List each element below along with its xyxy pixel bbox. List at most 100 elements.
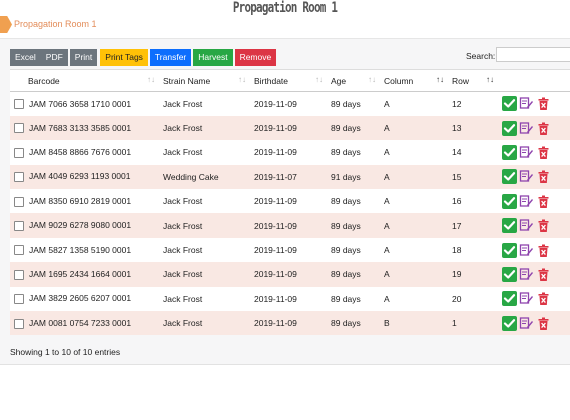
sort-arrows-icon[interactable]: ↑↓ xyxy=(486,75,494,84)
breadcrumb[interactable]: Propagation Room 1 xyxy=(14,19,97,29)
edit-icon[interactable] xyxy=(519,194,534,209)
trash-icon[interactable] xyxy=(536,169,551,184)
table-panel: Excel PDF Print Print Tags Transfer Harv… xyxy=(0,38,570,365)
cell-birthdate: 2019-11-07 xyxy=(252,164,329,190)
table-row[interactable]: JAM 5827 1358 5190 0001 Jack Frost 2019-11… xyxy=(10,238,570,262)
excel-button[interactable]: Excel xyxy=(10,49,41,66)
cell-birthdate: 2019-11-09 xyxy=(252,311,329,336)
table-row[interactable]: JAM 7066 3658 1710 0001 Jack Frost 2019-11… xyxy=(10,92,570,116)
trash-icon[interactable] xyxy=(536,96,551,111)
row-checkbox[interactable] xyxy=(14,172,24,183)
row-checkbox[interactable] xyxy=(14,196,24,207)
sort-arrows-icon[interactable]: ↑↓ xyxy=(315,75,323,84)
cell-actions xyxy=(500,92,570,116)
edit-icon[interactable] xyxy=(519,316,534,331)
sort-arrows-icon[interactable]: ↑↓ xyxy=(436,75,444,84)
cell-birthdate: 2019-11-09 xyxy=(254,98,297,109)
row-checkbox[interactable] xyxy=(14,294,24,305)
check-icon[interactable] xyxy=(502,242,517,258)
row-checkbox[interactable] xyxy=(14,147,24,158)
table-row[interactable]: JAM 3829 2605 6207 0001 Jack Frost 2019-11… xyxy=(10,287,570,311)
row-checkbox[interactable] xyxy=(14,123,24,134)
cell-strain: Jack Frost xyxy=(161,115,252,141)
cell-strain: Jack Frost xyxy=(163,147,203,158)
remove-button[interactable]: Remove xyxy=(234,49,277,66)
trash-icon[interactable] xyxy=(536,218,551,233)
check-icon[interactable] xyxy=(502,96,517,112)
trash-icon[interactable] xyxy=(536,267,551,282)
cell-actions xyxy=(500,311,570,336)
cell-age: 91 days xyxy=(329,164,382,190)
harvest-button[interactable]: Harvest xyxy=(193,49,233,66)
row-checkbox[interactable] xyxy=(14,269,24,280)
cell-strain: Jack Frost xyxy=(163,245,203,256)
check-icon[interactable] xyxy=(502,315,517,331)
edit-icon[interactable] xyxy=(519,169,534,184)
cell-barcode: JAM 0081 0754 7233 0001 xyxy=(10,311,161,336)
check-icon[interactable] xyxy=(502,169,517,185)
transfer-button[interactable]: Transfer xyxy=(149,49,192,66)
check-icon[interactable] xyxy=(502,218,517,234)
table-row[interactable]: JAM 8350 6910 2819 0001 Jack Frost 2019-11… xyxy=(10,189,570,213)
check-icon[interactable] xyxy=(502,266,517,282)
cell-actions xyxy=(500,238,570,262)
page-title: Propagation Room 1 xyxy=(232,0,338,16)
trash-icon[interactable] xyxy=(536,291,551,306)
sort-arrows-icon[interactable]: ↑↓ xyxy=(147,75,155,84)
column-header-age[interactable]: Age ↑↓ xyxy=(329,69,382,92)
sort-arrows-icon[interactable]: ↑↓ xyxy=(238,75,246,84)
print-button[interactable]: Print xyxy=(69,49,98,66)
column-header-strain-name[interactable]: Strain Name ↑↓ xyxy=(161,69,252,92)
sort-arrows-icon[interactable]: ↑↓ xyxy=(368,75,376,84)
cell-barcode: JAM 5827 1358 5190 0001 xyxy=(10,238,161,262)
row-actions xyxy=(502,169,570,185)
print-tags-button[interactable]: Print Tags xyxy=(100,49,148,66)
cell-column: A xyxy=(382,213,450,238)
table-row[interactable]: JAM 8458 8866 7676 0001 Jack Frost 2019-11… xyxy=(10,140,570,164)
check-icon[interactable] xyxy=(502,120,517,136)
table-row[interactable]: JAM 1695 2434 1664 0001 Jack Frost 2019-11… xyxy=(10,262,570,287)
trash-icon[interactable] xyxy=(536,194,551,209)
cell-actions xyxy=(500,287,570,311)
check-icon[interactable] xyxy=(502,144,517,160)
row-checkbox[interactable] xyxy=(14,245,24,256)
row-checkbox[interactable] xyxy=(14,318,24,329)
cell-row: 18 xyxy=(452,245,462,256)
edit-icon[interactable] xyxy=(519,121,534,136)
cell-row: 12 xyxy=(452,98,462,109)
edit-icon[interactable] xyxy=(519,291,534,306)
row-checkbox[interactable] xyxy=(14,99,24,110)
row-checkbox[interactable] xyxy=(14,221,24,232)
trash-icon[interactable] xyxy=(536,145,551,160)
trash-icon[interactable] xyxy=(536,121,551,136)
barcode-text: JAM 0081 0754 7233 0001 xyxy=(29,317,132,328)
edit-icon[interactable] xyxy=(519,267,534,282)
trash-icon[interactable] xyxy=(536,316,551,331)
pdf-button[interactable]: PDF xyxy=(40,49,68,66)
column-header-barcode[interactable]: Barcode ↑↓ xyxy=(10,69,161,92)
cell-barcode: JAM 9029 6278 9080 0001 xyxy=(10,213,161,238)
cell-column: A xyxy=(382,115,450,141)
table-row[interactable]: JAM 4049 6293 1193 0001 Wedding Cake 2019-… xyxy=(10,164,570,190)
cell-birthdate: 2019-11-09 xyxy=(254,196,297,207)
cell-birthdate: 2019-11-09 xyxy=(252,115,329,141)
column-header-column[interactable]: Column ↑↓ xyxy=(382,69,450,92)
barcode-text: JAM 9029 6278 9080 0001 xyxy=(29,220,132,231)
column-header-birthdate[interactable]: Birthdate ↑↓ xyxy=(252,69,329,92)
row-actions xyxy=(502,193,570,209)
edit-icon[interactable] xyxy=(519,218,534,233)
check-icon[interactable] xyxy=(502,291,517,307)
trash-icon[interactable] xyxy=(536,243,551,258)
table-row[interactable]: JAM 9029 6278 9080 0001 Jack Frost 2019-11… xyxy=(10,213,570,238)
table-row[interactable]: JAM 7683 3133 3585 0001 Jack Frost 2019-11… xyxy=(10,115,570,141)
search-input[interactable] xyxy=(496,47,570,62)
edit-icon[interactable] xyxy=(519,96,534,111)
cell-barcode: JAM 7066 3658 1710 0001 xyxy=(10,92,161,116)
edit-icon[interactable] xyxy=(519,243,534,258)
check-icon[interactable] xyxy=(502,193,517,209)
edit-icon[interactable] xyxy=(519,145,534,160)
cell-strain: Jack Frost xyxy=(163,98,203,109)
table-row[interactable]: JAM 0081 0754 7233 0001 Jack Frost 2019-11… xyxy=(10,311,570,336)
column-header-row[interactable]: Row ↑↓ xyxy=(450,69,500,92)
cell-strain: Jack Frost xyxy=(163,196,203,207)
